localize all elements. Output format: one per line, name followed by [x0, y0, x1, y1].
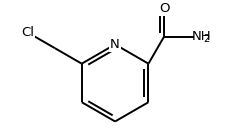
Text: Cl: Cl — [21, 26, 34, 39]
Text: N: N — [110, 38, 120, 51]
Text: 2: 2 — [203, 34, 209, 44]
Text: O: O — [159, 2, 169, 15]
Text: NH: NH — [192, 30, 212, 43]
